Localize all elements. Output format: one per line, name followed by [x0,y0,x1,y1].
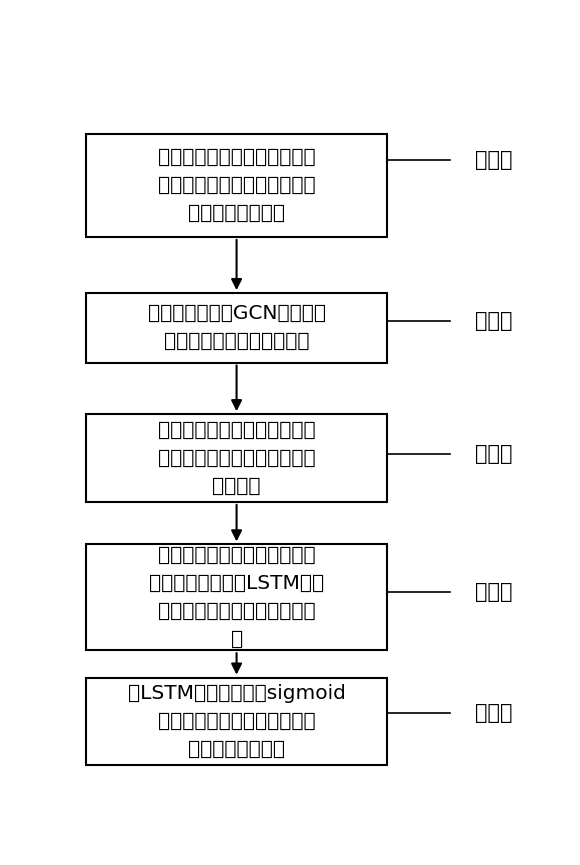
Text: 步骤四: 步骤四 [475,582,512,602]
Text: 步骤三: 步骤三 [475,444,512,464]
Text: 步骤二: 步骤二 [475,311,512,331]
Text: 运用金融领域知识构建股票之
间的多种关系图，如股权图、
行业图和话题性图: 运用金融领域知识构建股票之 间的多种关系图，如股权图、 行业图和话题性图 [158,148,316,223]
Text: 步骤五: 步骤五 [475,702,512,722]
Text: 步骤一: 步骤一 [475,150,512,170]
Text: 利用图卷积网络GCN提取基于
这些关系图的交叉效应特征: 利用图卷积网络GCN提取基于 这些关系图的交叉效应特征 [147,304,325,351]
Text: 在LSTM上叠加一个带sigmoid
激活函数的全连接层，得到股
票集合的预测趋势: 在LSTM上叠加一个带sigmoid 激活函数的全连接层，得到股 票集合的预测趋… [128,684,346,759]
Bar [86,544,387,650]
Bar [86,134,387,237]
Bar [86,414,387,502]
Text: 将步骤三生成的组合特征输入
到长短期记忆网络LSTM中，
建立股票价格的时间相关性模
型: 将步骤三生成的组合特征输入 到长短期记忆网络LSTM中， 建立股票价格的时间相关… [149,546,324,649]
Bar [86,677,387,766]
Text: 将步骤二产生的交叉效应特征
与股票历史数据连接起来作为
组合特征: 将步骤二产生的交叉效应特征 与股票历史数据连接起来作为 组合特征 [158,420,316,496]
Bar [86,293,387,362]
